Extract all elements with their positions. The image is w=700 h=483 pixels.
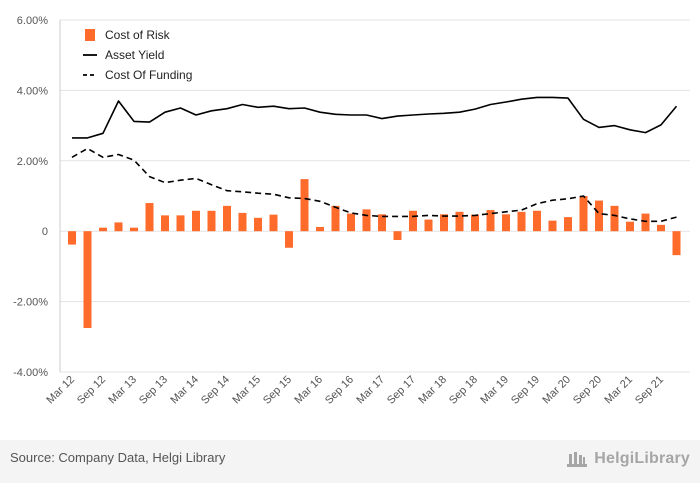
y-tick-label: 2.00% <box>17 156 48 168</box>
x-tick-label: Mar 12 <box>44 374 77 407</box>
y-tick-label: -4.00% <box>13 367 48 379</box>
bar <box>68 231 76 245</box>
bar <box>564 217 572 232</box>
bar <box>316 226 324 232</box>
asset-yield-line <box>72 96 678 139</box>
bar <box>130 227 138 232</box>
bar <box>362 209 371 232</box>
bar <box>579 196 588 232</box>
cost-of-funding-line <box>71 147 677 223</box>
x-tick-label: Sep 13 <box>137 374 170 407</box>
x-tick-label: Sep 16 <box>323 374 356 407</box>
bar <box>83 231 92 328</box>
bar <box>285 231 293 248</box>
x-tick-label: Sep 17 <box>385 374 418 407</box>
line-series <box>71 96 678 223</box>
x-tick-label: Mar 17 <box>354 374 387 407</box>
brand-name: HelgiLibrary <box>594 450 690 467</box>
y-tick-label: 4.00% <box>17 85 48 97</box>
x-tick-label: Mar 15 <box>230 374 263 407</box>
bar <box>610 205 619 232</box>
bar <box>393 231 402 240</box>
y-tick-label: 0 <box>42 226 48 238</box>
y-tick-label: -2.00% <box>13 297 48 309</box>
legend-label: Asset Yield <box>105 48 164 62</box>
x-tick-label: Mar 18 <box>416 374 449 407</box>
x-tick-label: Mar 21 <box>602 374 635 407</box>
bar <box>533 210 541 232</box>
source-note: Source: Company Data, Helgi Library <box>10 450 226 465</box>
x-tick-label: Mar 13 <box>106 374 139 407</box>
x-tick-label: Mar 19 <box>478 374 511 407</box>
bar <box>548 220 557 232</box>
x-tick-label: Mar 20 <box>540 374 573 407</box>
bar <box>517 211 526 232</box>
footer: Source: Company Data, Helgi Library Helg… <box>0 440 700 483</box>
bar <box>254 217 262 232</box>
bar <box>145 203 154 232</box>
bar <box>347 213 355 232</box>
bar <box>657 224 665 232</box>
y-axis-tick-labels: 6.00% 4.00% 2.00% 0 -2.00% -4.00% <box>13 15 48 379</box>
x-tick-label: Sep 15 <box>261 374 294 407</box>
bar <box>269 214 278 232</box>
bar <box>378 214 386 232</box>
bar <box>207 210 216 232</box>
x-tick-label: Mar 16 <box>292 374 325 407</box>
bar <box>192 210 200 232</box>
bar <box>409 210 417 232</box>
bar <box>331 205 340 232</box>
bar <box>300 179 309 232</box>
legend-swatch <box>85 29 95 41</box>
y-tick-label: 6.00% <box>17 15 48 27</box>
legend-label: Cost Of Funding <box>105 68 192 82</box>
bar <box>641 213 650 232</box>
bar <box>114 222 123 232</box>
bar <box>672 231 681 256</box>
bar <box>424 219 433 232</box>
bar <box>161 215 169 232</box>
bar <box>486 210 495 232</box>
bar <box>238 212 247 232</box>
bar <box>440 214 448 232</box>
bar <box>176 215 185 232</box>
bar <box>223 205 231 232</box>
bar <box>626 221 634 232</box>
legend: Cost of Risk Asset Yield Cost Of Funding <box>83 28 192 82</box>
x-tick-label: Sep 19 <box>509 374 542 407</box>
brand-logo: HelgiLibrary <box>566 448 690 470</box>
bar-series-cost-of-risk <box>68 179 681 328</box>
library-icon <box>567 452 588 467</box>
bar <box>471 214 479 232</box>
bar <box>99 227 107 232</box>
bar <box>595 200 603 232</box>
legend-label: Cost of Risk <box>105 28 171 42</box>
bar <box>455 211 464 232</box>
x-tick-label: Sep 14 <box>199 374 232 407</box>
x-tick-label: Sep 12 <box>75 374 108 407</box>
x-tick-label: Sep 21 <box>633 374 666 407</box>
bar <box>502 214 510 232</box>
x-tick-label: Sep 18 <box>447 374 480 407</box>
x-tick-label: Mar 14 <box>168 374 201 407</box>
x-tick-label: Sep 20 <box>571 374 604 407</box>
